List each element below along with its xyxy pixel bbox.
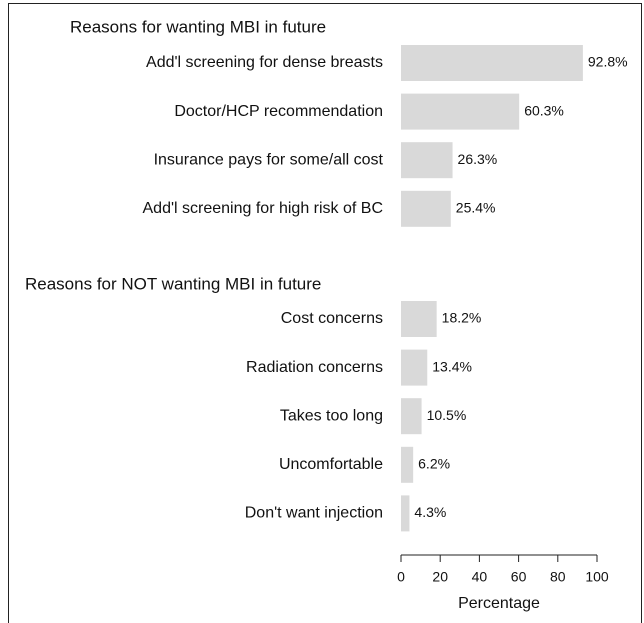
x-tick-label: 80 <box>550 569 566 585</box>
category-label: Takes too long <box>280 407 383 424</box>
bar <box>401 93 520 130</box>
value-label: 4.3% <box>414 504 446 520</box>
bar <box>401 45 583 81</box>
bar <box>401 446 414 483</box>
x-tick-label: 40 <box>472 569 488 585</box>
value-label: 25.4% <box>456 200 496 216</box>
bar <box>401 142 453 179</box>
category-label: Uncomfortable <box>279 456 383 473</box>
x-tick-label: 100 <box>585 569 609 585</box>
group-title: Reasons for wanting MBI in future <box>70 17 326 36</box>
category-label: Add'l screening for dense breasts <box>146 54 383 71</box>
x-axis-label: Percentage <box>458 595 540 612</box>
frame <box>8 3 642 623</box>
category-label: Cost concerns <box>281 310 383 327</box>
bar <box>401 190 451 227</box>
value-label: 18.2% <box>442 310 482 326</box>
x-tick-label: 60 <box>511 569 527 585</box>
value-label: 13.4% <box>432 358 472 374</box>
category-label: Doctor/HCP recommendation <box>174 103 383 120</box>
bar <box>401 495 410 532</box>
category-label: Insurance pays for some/all cost <box>154 151 384 168</box>
value-label: 26.3% <box>458 151 498 167</box>
value-label: 10.5% <box>427 407 467 423</box>
bar <box>401 301 437 337</box>
bar <box>401 398 422 435</box>
value-label: 92.8% <box>588 54 628 70</box>
value-label: 60.3% <box>524 102 564 118</box>
value-label: 6.2% <box>418 456 450 472</box>
x-tick-label: 0 <box>397 569 405 585</box>
bar <box>401 349 428 386</box>
category-label: Don't want injection <box>245 505 383 522</box>
category-label: Add'l screening for high risk of BC <box>143 200 384 217</box>
category-label: Radiation concerns <box>246 359 383 376</box>
x-tick-label: 20 <box>432 569 448 585</box>
group-title: Reasons for NOT wanting MBI in future <box>25 274 321 293</box>
